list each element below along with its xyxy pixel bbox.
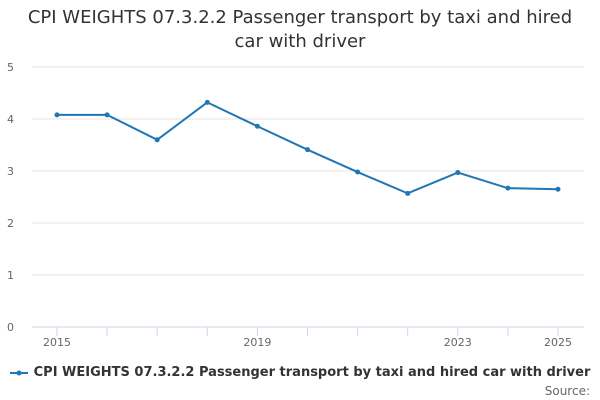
data-point <box>54 112 60 118</box>
y-tick-label: 4 <box>7 113 14 126</box>
x-tick-label: 2023 <box>444 336 472 349</box>
x-tick-label: 2025 <box>544 336 572 349</box>
data-point <box>455 170 461 176</box>
data-point <box>204 99 210 105</box>
data-point <box>254 123 260 129</box>
y-tick-label: 0 <box>7 321 14 334</box>
data-point <box>405 190 411 196</box>
legend-item[interactable]: CPI WEIGHTS 07.3.2.2 Passenger transport… <box>0 365 600 380</box>
x-tick-label: 2015 <box>43 336 71 349</box>
legend-swatch-icon <box>9 370 28 375</box>
data-point <box>505 185 511 191</box>
data-point <box>104 112 110 118</box>
chart-title: CPI WEIGHTS 07.3.2.2 Passenger transport… <box>27 7 573 52</box>
series-layer <box>54 99 561 196</box>
data-point <box>355 169 361 175</box>
grid-layer <box>32 66 584 328</box>
x-tick-labels: 2015 2019 2023 2025 <box>43 336 572 349</box>
data-point <box>154 137 160 143</box>
y-tick-label: 3 <box>7 165 14 178</box>
x-tick-marks <box>56 327 559 336</box>
y-tick-label: 2 <box>7 217 14 230</box>
x-tick-label: 2019 <box>243 336 271 349</box>
source-label: Source: <box>544 384 590 398</box>
y-tick-labels: 0 1 2 3 4 5 <box>7 61 14 334</box>
legend-label: CPI WEIGHTS 07.3.2.2 Passenger transport… <box>33 365 591 380</box>
y-tick-label: 1 <box>7 269 14 282</box>
data-point <box>305 147 310 153</box>
data-point <box>555 186 561 192</box>
y-tick-label: 5 <box>7 61 14 74</box>
